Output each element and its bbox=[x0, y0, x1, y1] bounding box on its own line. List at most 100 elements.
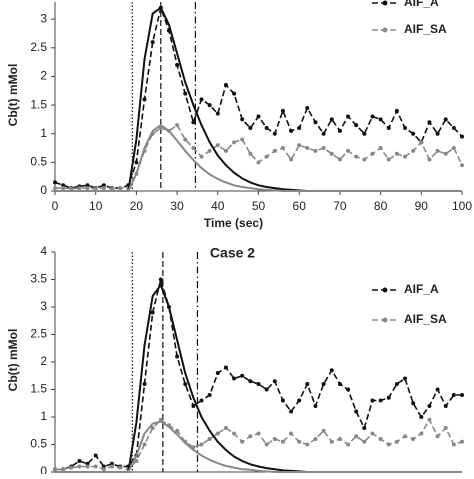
data-point bbox=[362, 157, 367, 162]
data-point bbox=[460, 393, 464, 397]
data-point bbox=[289, 128, 294, 133]
data-point bbox=[337, 437, 342, 441]
data-point bbox=[370, 114, 375, 119]
data-point bbox=[280, 439, 285, 444]
y-tick-label: 3 bbox=[40, 299, 47, 313]
data-point bbox=[191, 120, 196, 125]
data-point bbox=[77, 464, 82, 469]
legend-label: AIF_SA bbox=[404, 312, 447, 326]
chart-title: Case 2 bbox=[210, 245, 255, 261]
data-point bbox=[313, 120, 318, 125]
data-point bbox=[321, 146, 326, 151]
data-point bbox=[411, 131, 416, 136]
data-point bbox=[337, 382, 342, 386]
data-point bbox=[240, 373, 245, 378]
data-point bbox=[183, 91, 188, 96]
series-line bbox=[55, 420, 462, 473]
data-point bbox=[272, 379, 277, 384]
data-point bbox=[346, 387, 351, 392]
series-line bbox=[55, 123, 462, 192]
data-point bbox=[460, 163, 464, 168]
data-point bbox=[264, 442, 269, 447]
data-point bbox=[264, 387, 269, 392]
data-point bbox=[378, 117, 383, 122]
data-point bbox=[386, 395, 391, 400]
y-tick-label: 1.5 bbox=[30, 97, 47, 111]
data-point bbox=[232, 431, 237, 436]
data-point bbox=[158, 277, 163, 282]
x-axis-label: Time (sec) bbox=[204, 216, 263, 230]
data-point bbox=[386, 157, 391, 162]
data-point bbox=[85, 186, 90, 191]
data-point bbox=[378, 437, 383, 441]
data-point bbox=[451, 146, 456, 151]
data-point bbox=[232, 91, 237, 96]
data-point bbox=[199, 154, 204, 159]
data-point bbox=[199, 442, 204, 447]
data-point bbox=[370, 398, 375, 403]
x-tick-label: 40 bbox=[211, 199, 225, 213]
y-axis-label: Cb(t) mMol bbox=[6, 64, 20, 127]
data-point bbox=[207, 393, 212, 397]
series-line bbox=[55, 418, 463, 471]
data-point bbox=[443, 117, 448, 122]
data-point bbox=[256, 160, 261, 165]
data-point bbox=[329, 151, 334, 156]
data-point bbox=[362, 131, 367, 136]
data-point bbox=[280, 146, 285, 151]
x-tick-label: 60 bbox=[293, 199, 307, 213]
data-point bbox=[175, 428, 180, 433]
y-tick-label: 2 bbox=[40, 69, 47, 83]
data-point bbox=[183, 382, 188, 386]
data-point bbox=[354, 154, 359, 159]
data-point bbox=[272, 148, 277, 153]
data-point bbox=[460, 134, 464, 139]
data-point bbox=[248, 379, 253, 384]
data-point bbox=[297, 398, 302, 403]
data-point bbox=[93, 464, 98, 469]
x-tick-label: 70 bbox=[333, 199, 347, 213]
x-tick-label: 90 bbox=[415, 199, 429, 213]
data-point bbox=[443, 151, 448, 156]
data-point bbox=[272, 437, 277, 441]
data-point bbox=[69, 186, 74, 191]
data-point bbox=[93, 453, 98, 458]
series-line bbox=[55, 282, 462, 473]
data-point bbox=[337, 157, 342, 162]
y-tick-label: 3 bbox=[40, 11, 47, 25]
data-point bbox=[346, 442, 351, 447]
x-tick-label: 80 bbox=[374, 199, 388, 213]
x-tick-label: 30 bbox=[170, 199, 184, 213]
legend-marker bbox=[382, 27, 388, 33]
data-point bbox=[394, 151, 399, 156]
data-point bbox=[297, 143, 302, 148]
data-point bbox=[118, 186, 123, 191]
series-line bbox=[55, 276, 462, 471]
data-point bbox=[61, 183, 66, 188]
data-point bbox=[85, 461, 90, 466]
data-point bbox=[215, 111, 220, 116]
data-point bbox=[289, 157, 294, 162]
data-point bbox=[118, 465, 123, 470]
data-point bbox=[223, 83, 228, 88]
data-point bbox=[403, 434, 408, 439]
data-point bbox=[435, 148, 440, 153]
data-point bbox=[264, 126, 269, 130]
data-point bbox=[337, 128, 342, 133]
data-point bbox=[272, 131, 277, 136]
data-point bbox=[232, 140, 237, 145]
data-point bbox=[305, 146, 310, 151]
data-point bbox=[435, 387, 440, 392]
data-point bbox=[240, 137, 245, 142]
data-point bbox=[419, 140, 424, 145]
data-point bbox=[435, 434, 440, 439]
data-point bbox=[354, 409, 359, 414]
data-point bbox=[215, 371, 220, 375]
data-point bbox=[321, 428, 326, 433]
data-point bbox=[443, 426, 448, 430]
x-tick-label: 100 bbox=[452, 199, 472, 213]
data-point bbox=[175, 354, 180, 359]
legend-marker bbox=[382, 317, 388, 323]
data-point bbox=[435, 131, 440, 136]
